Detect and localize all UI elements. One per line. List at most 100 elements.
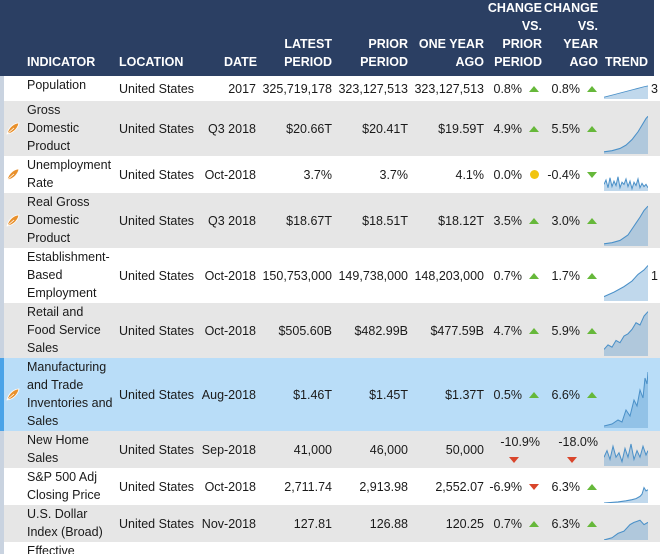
sparkline-chart[interactable] [604,470,648,503]
prior-period-cell: 149,738,000 [334,248,408,303]
table-row[interactable]: Effective [0,542,660,554]
header-change-vs-year[interactable]: CHANGE VS. YEAR AGO [544,0,598,71]
sparkline-area [604,311,648,356]
sparkline-chart[interactable] [604,362,648,428]
prior-period-cell-text: 323,127,513 [338,81,408,96]
table-row[interactable]: U.S. Dollar Index (Broad) United States No… [0,505,660,543]
date-cell: Sep-2018 [190,431,256,468]
prior-period-cell-text: 126.88 [369,516,408,531]
header-date[interactable]: DATE [224,55,258,69]
location-cell: United States [119,303,194,358]
header-prior-line2: PERIOD [360,55,408,69]
table-row[interactable]: Unemployment Rate United States Oct-2018 3.… [0,156,660,194]
indicator-name[interactable]: Retail and Food Service Sales [27,305,101,355]
one-year-ago-cell: $477.59B [410,303,484,358]
sparkline-chart[interactable] [604,158,648,191]
sparkline-area [604,444,648,466]
table-row[interactable]: Real Gross Domestic Product United States… [0,193,660,249]
one-year-ago-cell-text: 2,552.07 [435,479,484,494]
location-cell-text: United States [119,81,195,96]
latest-period-cell: 325,719,178 [258,76,332,101]
date-cell-text: Oct-2018 [204,167,256,182]
sparkline-chart[interactable] [604,433,648,466]
change-vs-year-indicator [585,156,599,193]
change-vs-prior-cell: 0.5% [488,358,523,431]
indicator-name[interactable]: Real Gross Domestic Product [27,195,90,245]
indicator-name[interactable]: Population [27,78,87,92]
up-arrow-icon [587,391,597,398]
header-location[interactable]: LOCATION [119,55,184,69]
indicator-name[interactable]: U.S. Dollar Index (Broad) [27,507,103,539]
leaf-icon[interactable] [6,388,20,402]
latest-period-cell: 2,711.74 [258,468,332,505]
change-vs-prior-cell-text: 0.8% [493,81,523,96]
table-row[interactable]: Establishment-Based Employment United Sta… [0,248,660,304]
header-one-year-ago[interactable]: ONE YEAR AGO [414,35,484,71]
change-vs-prior-cell [488,542,522,554]
sparkline-chart[interactable] [604,103,648,154]
sparkline-chart[interactable] [604,195,648,246]
row-indicator-bar [0,101,4,156]
indicator-name[interactable]: Effective [27,544,75,554]
row-indicator-bar [0,468,4,505]
indicator-name[interactable]: Gross Domestic Product [27,103,80,153]
prior-period-cell [334,542,408,554]
sparkline-chart[interactable] [604,250,648,301]
indicator-name[interactable]: New Home Sales [27,433,89,465]
indicator-name[interactable]: Establishment-Based Employment [27,250,110,300]
change-vs-prior-cell-text: -6.9% [489,479,522,494]
table-row[interactable]: Population United States 2017 325,719,178 32… [0,76,660,102]
header-latest-period[interactable]: LATEST PERIOD [270,35,332,71]
indicator-name[interactable]: S&P 500 Adj Closing Price [27,470,101,502]
one-year-ago-cell: 120.25 [410,505,484,542]
leaf-icon[interactable] [6,214,20,228]
header-prior-period[interactable]: PRIOR PERIOD [346,35,408,71]
change-vs-year-cell-text: 5.9% [551,323,581,338]
one-year-ago-cell-text: 148,203,000 [414,268,484,283]
row-indicator-bar [0,542,4,554]
table-row[interactable]: Retail and Food Service Sales United Stat… [0,303,660,359]
header-chg-prior-line4: PERIOD [494,55,542,69]
change-vs-year-indicator [585,193,599,248]
change-vs-year-indicator [585,468,599,505]
header-trend[interactable]: TREND [605,55,649,69]
date-cell: 2017 [190,76,256,101]
change-vs-year-cell-text: 5.5% [551,121,581,136]
up-arrow-icon [529,272,539,279]
indicator-name[interactable]: Unemployment Rate [27,158,112,190]
sparkline-chart[interactable] [604,507,648,540]
change-vs-prior-indicator [527,248,541,303]
leaf-icon[interactable] [6,168,20,182]
up-arrow-icon [587,125,597,132]
leaf-icon[interactable] [6,122,20,136]
overflow-value: 1 [651,248,660,303]
indicator-name[interactable]: Manufacturing and Trade Inventories and … [27,360,113,428]
sparkline-area [604,85,648,99]
table-row[interactable]: Manufacturing and Trade Inventories and … [0,358,660,432]
date-cell-text: 2017 [228,81,256,96]
header-indicator[interactable]: INDICATOR [27,55,96,69]
latest-period-cell: 150,753,000 [258,248,332,303]
table-row[interactable]: S&P 500 Adj Closing Price United States Oc… [0,468,660,506]
header-change-vs-prior[interactable]: CHANGE VS. PRIOR PERIOD [486,0,542,71]
sparkline-chart[interactable] [604,305,648,356]
prior-period-cell: $18.51T [334,193,408,248]
change-vs-year-cell-text: 6.3% [551,516,581,531]
change-vs-prior-cell-text: 0.7% [493,516,523,531]
change-vs-year-indicator [585,358,599,431]
change-vs-year-cell: 0.8% [546,76,581,101]
change-vs-prior-cell-text: 3.5% [493,213,523,228]
prior-period-cell-text: $18.51T [362,213,408,228]
sparkline-chart[interactable] [604,78,648,99]
trend-sparkline [604,76,648,101]
prior-period-cell: 323,127,513 [334,76,408,101]
latest-period-cell: $505.60B [258,303,332,358]
overflow-value: 3 [651,76,660,101]
date-cell: Oct-2018 [190,468,256,505]
header-chg-prior-line3: PRIOR [502,37,542,51]
table-row[interactable]: Gross Domestic Product United States Q3 20… [0,101,660,157]
date-cell [190,542,256,554]
table-row[interactable]: New Home Sales United States Sep-2018 41,00… [0,431,660,469]
prior-period-cell: $482.99B [334,303,408,358]
prior-period-cell-text: $20.41T [362,121,408,136]
